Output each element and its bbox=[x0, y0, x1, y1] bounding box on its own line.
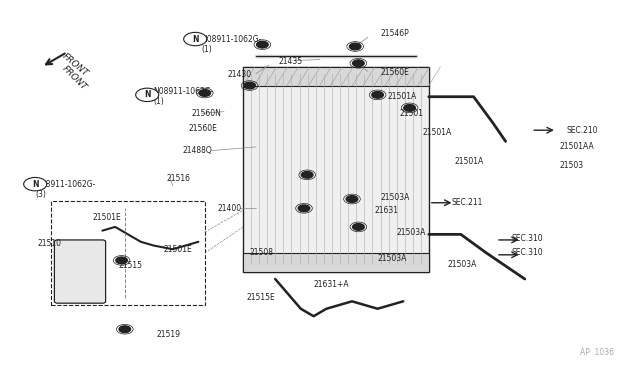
Text: 21501A: 21501A bbox=[422, 128, 452, 137]
Text: N: N bbox=[144, 90, 150, 99]
Circle shape bbox=[301, 171, 313, 178]
Text: 21560E: 21560E bbox=[381, 68, 410, 77]
Circle shape bbox=[353, 60, 364, 67]
Text: N08911-1062G-
(1): N08911-1062G- (1) bbox=[154, 87, 214, 106]
Circle shape bbox=[372, 92, 383, 98]
Circle shape bbox=[119, 326, 131, 333]
Text: FRONT: FRONT bbox=[61, 52, 90, 78]
Text: 21488Q: 21488Q bbox=[182, 146, 212, 155]
Text: 21515E: 21515E bbox=[246, 293, 275, 302]
Circle shape bbox=[404, 105, 415, 111]
Text: 21515: 21515 bbox=[118, 262, 143, 270]
Text: FRONT: FRONT bbox=[61, 64, 89, 92]
FancyBboxPatch shape bbox=[243, 67, 429, 272]
Bar bbox=[243, 253, 429, 272]
Text: AP  1036: AP 1036 bbox=[580, 348, 614, 357]
Text: 21501A: 21501A bbox=[387, 92, 417, 101]
Text: 21519: 21519 bbox=[157, 330, 181, 339]
Text: 21501A: 21501A bbox=[454, 157, 484, 166]
Text: 21560E: 21560E bbox=[189, 124, 218, 133]
Text: SEC.310: SEC.310 bbox=[512, 234, 543, 243]
Circle shape bbox=[346, 196, 358, 202]
Text: 21503: 21503 bbox=[560, 161, 584, 170]
Circle shape bbox=[184, 32, 207, 46]
Text: 21430: 21430 bbox=[227, 70, 252, 79]
Text: N08911-1062G-
(3): N08911-1062G- (3) bbox=[35, 180, 95, 199]
Text: 21503A: 21503A bbox=[381, 193, 410, 202]
Text: 21631+A: 21631+A bbox=[314, 280, 349, 289]
FancyBboxPatch shape bbox=[54, 240, 106, 303]
Text: 21510: 21510 bbox=[37, 239, 61, 248]
Text: SEC.210: SEC.210 bbox=[566, 126, 598, 135]
Text: N: N bbox=[32, 180, 38, 189]
Text: SEC.310: SEC.310 bbox=[512, 248, 543, 257]
Text: 21503A: 21503A bbox=[397, 228, 426, 237]
Text: 21546P: 21546P bbox=[381, 29, 410, 38]
Text: 21501E: 21501E bbox=[93, 213, 122, 222]
Text: N08911-1062G-
(1): N08911-1062G- (1) bbox=[202, 35, 262, 54]
Circle shape bbox=[136, 88, 159, 102]
Circle shape bbox=[116, 257, 127, 264]
Text: 21435: 21435 bbox=[278, 57, 303, 66]
Text: 21516: 21516 bbox=[166, 174, 191, 183]
Circle shape bbox=[244, 82, 255, 89]
Text: 21560N: 21560N bbox=[192, 109, 222, 118]
Text: 21501E: 21501E bbox=[163, 245, 192, 254]
Text: 21503A: 21503A bbox=[448, 260, 477, 269]
Text: SEC.211: SEC.211 bbox=[451, 198, 483, 207]
Bar bbox=[51, 201, 205, 305]
Bar bbox=[243, 67, 429, 86]
Text: 21508: 21508 bbox=[250, 248, 274, 257]
Text: 21631: 21631 bbox=[374, 206, 398, 215]
Text: 21501: 21501 bbox=[400, 109, 424, 118]
Text: 21501AA: 21501AA bbox=[560, 142, 595, 151]
Circle shape bbox=[257, 41, 268, 48]
Circle shape bbox=[199, 90, 211, 96]
Circle shape bbox=[298, 205, 310, 212]
Circle shape bbox=[349, 43, 361, 50]
Circle shape bbox=[24, 177, 47, 191]
Circle shape bbox=[353, 224, 364, 230]
Text: 21503A: 21503A bbox=[378, 254, 407, 263]
Text: N: N bbox=[192, 35, 198, 44]
Text: 21400: 21400 bbox=[218, 204, 242, 213]
